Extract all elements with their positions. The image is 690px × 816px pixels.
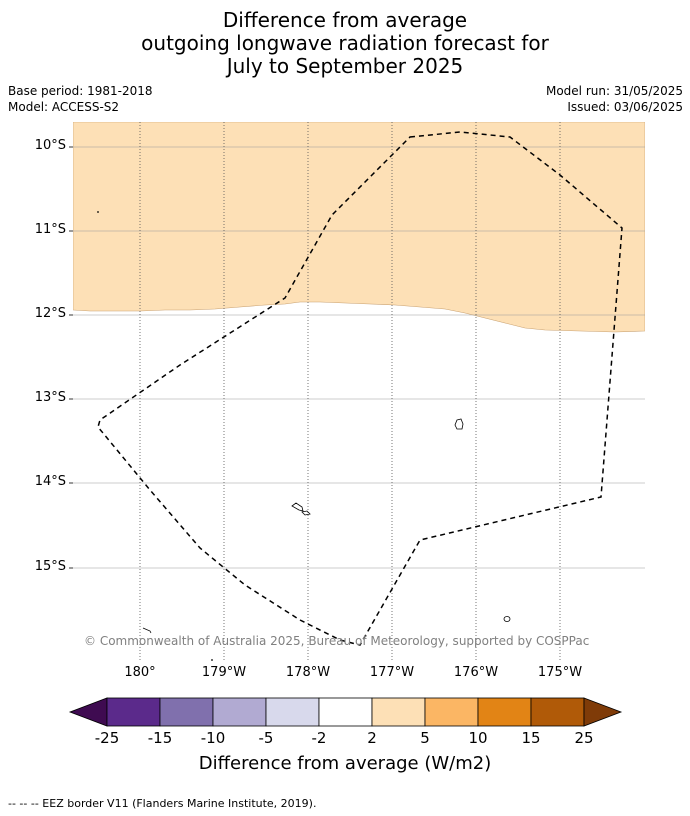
lat-label-10s: 10°S bbox=[34, 138, 66, 153]
lon-label-178w: 178°W bbox=[285, 665, 331, 680]
island-small-southwest bbox=[142, 627, 152, 634]
colorbar-bin-2-5 bbox=[371, 697, 426, 727]
islet-north bbox=[97, 211, 99, 213]
colorbar-bin-neg10-neg5 bbox=[212, 697, 267, 727]
colorbar-tick-neg10: -10 bbox=[200, 729, 226, 747]
colorbar-bin-neg25-neg15 bbox=[106, 697, 161, 727]
island-futuna bbox=[291, 502, 311, 516]
lat-label-15s: 15°S bbox=[34, 559, 66, 574]
colorbar-bin-5-10 bbox=[424, 697, 479, 727]
eez-footnote: -- -- -- EEZ border V11 (Flanders Marine… bbox=[8, 797, 317, 810]
colorbar-high-extension bbox=[583, 697, 623, 727]
lon-label-175w: 175°W bbox=[537, 665, 583, 680]
issued-text: Issued: 03/06/2025 bbox=[567, 100, 683, 114]
colorbar-bin-neg2-2 bbox=[318, 697, 373, 727]
lon-label-180: 180° bbox=[124, 665, 156, 680]
lat-label-12s: 12°S bbox=[34, 306, 66, 321]
colorbar-tick-2: 2 bbox=[367, 729, 377, 747]
lon-label-177w: 177°W bbox=[369, 665, 415, 680]
chart-title-line3: July to September 2025 bbox=[226, 54, 464, 78]
chart-title-line2: outgoing longwave radiation forecast for bbox=[141, 31, 549, 55]
colorbar-tick-neg25: -25 bbox=[94, 729, 120, 747]
colorbar-bin-neg15-neg10 bbox=[159, 697, 214, 727]
colorbar-tick-neg15: -15 bbox=[147, 729, 173, 747]
colorbar-bin-neg5-neg2 bbox=[265, 697, 320, 727]
colorbar-tick-25: 25 bbox=[574, 729, 594, 747]
copyright-text: © Commonwealth of Australia 2025, Bureau… bbox=[84, 634, 590, 648]
lon-label-179w: 179°W bbox=[201, 665, 247, 680]
colorbar-bin-10-15 bbox=[477, 697, 532, 727]
lat-label-13s: 13°S bbox=[34, 390, 66, 405]
lon-label-176w: 176°W bbox=[453, 665, 499, 680]
island-small-east bbox=[503, 616, 511, 622]
axis-ticks bbox=[69, 146, 73, 569]
colorbar-tick-5: 5 bbox=[420, 729, 430, 747]
base-period-text: Base period: 1981-2018 bbox=[8, 84, 153, 98]
eez-border bbox=[97, 131, 623, 646]
colorbar-low-extension bbox=[68, 697, 108, 727]
lat-gridlines bbox=[73, 146, 645, 569]
colorbar-tick-15: 15 bbox=[521, 729, 541, 747]
colorbar-bin-15-25 bbox=[530, 697, 585, 727]
colorbar-tick-neg2: -2 bbox=[311, 729, 327, 747]
colorbar bbox=[68, 697, 623, 727]
colorbar-tick-10: 10 bbox=[468, 729, 488, 747]
model-text: Model: ACCESS-S2 bbox=[8, 100, 120, 114]
lat-label-14s: 14°S bbox=[34, 474, 66, 489]
island-uvea bbox=[454, 418, 464, 430]
anomaly-fill-region bbox=[73, 122, 645, 333]
colorbar-title: Difference from average (W/m2) bbox=[198, 753, 492, 774]
islet-south bbox=[211, 659, 213, 661]
model-run-text: Model run: 31/05/2025 bbox=[545, 84, 683, 98]
lat-label-11s: 11°S bbox=[34, 222, 66, 237]
chart-title-line1: Difference from average bbox=[222, 8, 468, 32]
colorbar-tick-neg5: -5 bbox=[258, 729, 274, 747]
